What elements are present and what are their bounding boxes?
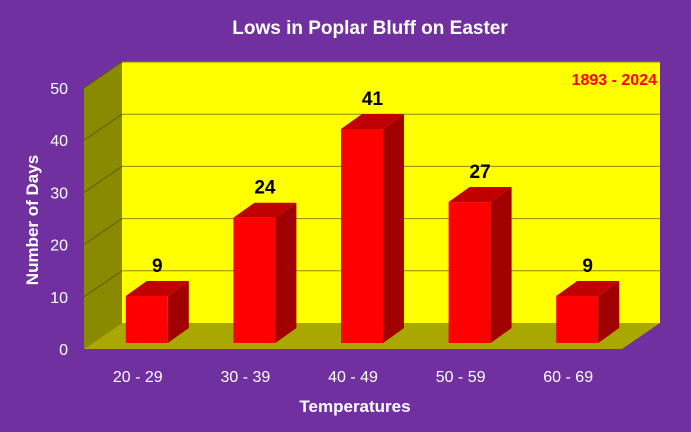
bar-side [383,113,404,343]
x-tick-label: 30 - 39 [220,369,270,386]
bar-side [490,187,512,343]
y-tick-label: 10 [50,290,68,307]
y-tick-label: 50 [50,81,68,98]
gridline-side [83,61,123,89]
x-tick-label: 50 - 59 [436,369,486,386]
bar [125,281,189,343]
y-tick-label: 30 [50,185,68,202]
bar-top [125,281,189,297]
bar-top [556,281,620,297]
x-tick-labels: 20 - 29 30 - 39 40 - 49 50 - 59 60 - 69 [113,369,593,386]
gridline-side [83,165,123,193]
bar-front [556,296,599,343]
y-axis-label: Number of Days [23,155,42,285]
bar-front [233,217,276,343]
year-range-annotation: 1893 - 2024 [572,72,658,89]
bar [341,113,404,343]
bar-side [275,202,297,343]
data-label: 9 [152,256,163,277]
bars [125,113,620,343]
bar-side [598,281,620,343]
x-tick-label: 60 - 69 [543,369,593,386]
bar-top [233,202,297,218]
gridline-side [83,113,123,141]
bar-top [341,113,404,129]
data-labels: 9 24 41 27 9 [152,89,593,277]
data-label: 24 [254,178,276,199]
gridline-side [83,270,123,298]
bar-front [448,202,491,343]
bar [556,281,620,343]
y-tick-labels: 0 10 20 30 40 50 [50,81,68,359]
x-tick-label: 40 - 49 [328,369,378,386]
side-wall [84,62,122,349]
bar [233,202,297,343]
bar [448,187,512,343]
y-tick-label: 40 [50,133,68,150]
data-label: 41 [362,89,384,110]
x-axis-label: Temperatures [299,397,410,416]
chart-title: Lows in Poplar Bluff on Easter [232,18,508,39]
data-label: 9 [582,256,593,277]
bar-side [167,281,189,343]
bar-front [125,296,168,343]
gridline-side [83,218,123,246]
y-tick-label: 20 [50,238,68,255]
x-tick-label: 20 - 29 [113,369,163,386]
data-label: 27 [470,162,491,183]
bar-front [341,128,383,343]
bar-top [448,187,512,203]
y-tick-label: 0 [59,342,68,359]
